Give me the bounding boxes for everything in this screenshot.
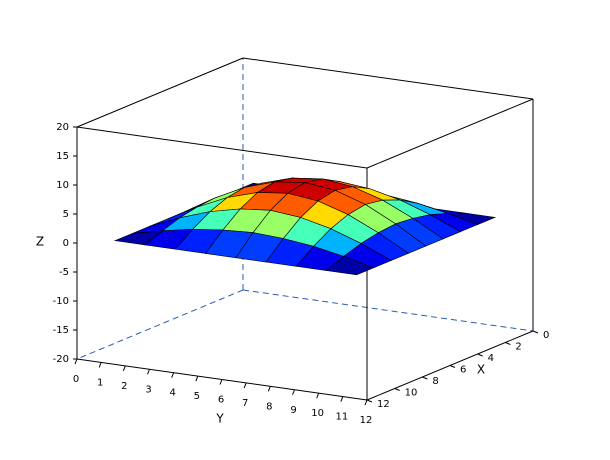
x-tick bbox=[532, 330, 539, 334]
y-tick bbox=[364, 399, 368, 406]
y-tick-label: 2 bbox=[121, 381, 127, 392]
y-tick bbox=[122, 365, 126, 372]
z-tick-label: 5 bbox=[63, 209, 69, 220]
y-tick-label: 7 bbox=[242, 398, 248, 409]
y-tick-label: 1 bbox=[97, 377, 103, 388]
y-tick-label: 10 bbox=[311, 408, 324, 419]
x-tick-label: 2 bbox=[515, 342, 521, 353]
y-tick bbox=[98, 362, 102, 368]
y-tick bbox=[316, 392, 320, 399]
y-tick bbox=[267, 386, 271, 392]
z-tick-label: -10 bbox=[53, 296, 69, 307]
box-edge bbox=[76, 126, 368, 169]
y-tick-label: 6 bbox=[218, 395, 224, 406]
x-tick bbox=[394, 388, 400, 391]
y-tick bbox=[292, 389, 295, 395]
x-tick bbox=[422, 376, 428, 380]
y-tick-label: 0 bbox=[73, 374, 79, 385]
x-tick-label: 6 bbox=[460, 365, 466, 376]
z-tick-label: 0 bbox=[63, 238, 69, 249]
box-edge bbox=[242, 57, 534, 100]
x-tick-label: 0 bbox=[543, 330, 549, 341]
y-tick-label: 4 bbox=[169, 388, 175, 399]
box-edge bbox=[366, 98, 534, 169]
y-tick bbox=[147, 369, 150, 375]
z-tick-label: 20 bbox=[56, 122, 69, 133]
y-tick bbox=[171, 372, 175, 378]
box-edge bbox=[76, 57, 244, 128]
z-tick-label: 15 bbox=[56, 151, 69, 162]
z-axis-label: Z bbox=[36, 235, 44, 249]
y-tick bbox=[243, 382, 247, 389]
x-tick bbox=[477, 353, 483, 357]
x-tick bbox=[366, 399, 373, 403]
surface-cell bbox=[325, 256, 375, 276]
y-tick-label: 9 bbox=[290, 405, 296, 416]
z-tick-label: 10 bbox=[56, 180, 69, 191]
z-tick-label: -20 bbox=[53, 354, 69, 365]
x-tick-label: 10 bbox=[405, 388, 418, 399]
y-tick bbox=[195, 375, 199, 382]
x-tick bbox=[505, 342, 511, 345]
x-tick bbox=[449, 365, 456, 368]
y-tick-label: 5 bbox=[194, 391, 200, 402]
x-tick-label: 4 bbox=[488, 353, 494, 364]
x-axis-label: X bbox=[477, 363, 485, 377]
y-axis-label: Y bbox=[215, 412, 224, 426]
y-tick bbox=[340, 396, 344, 402]
z-tick-label: -5 bbox=[59, 267, 69, 278]
y-tick-label: 12 bbox=[360, 415, 373, 426]
y-tick-label: 11 bbox=[335, 412, 348, 423]
y-tick-label: 8 bbox=[266, 401, 272, 412]
y-tick-label: 3 bbox=[145, 384, 151, 395]
x-tick-label: 8 bbox=[432, 376, 438, 387]
box-edge bbox=[242, 289, 534, 332]
y-tick bbox=[219, 379, 223, 385]
box-edge bbox=[76, 289, 244, 360]
x-tick-label: 12 bbox=[377, 399, 390, 410]
z-tick-label: -15 bbox=[53, 325, 69, 336]
y-tick bbox=[74, 358, 78, 365]
